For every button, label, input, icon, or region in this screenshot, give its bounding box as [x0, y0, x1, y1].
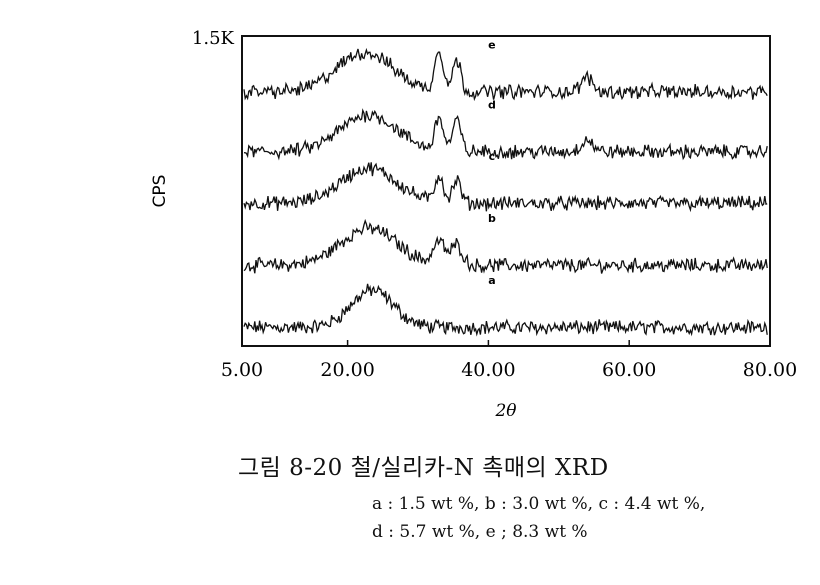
x-tick-label: 20.00 — [320, 359, 374, 381]
series-b-label: b — [488, 212, 496, 225]
x-axis-label: 2θ — [494, 401, 516, 421]
figure-caption-legend-line-1: a : 1.5 wt %, b : 3.0 wt %, c : 4.4 wt %… — [372, 494, 706, 514]
series-c-trace — [243, 162, 768, 213]
figure-caption-title: 그림 8-20 철/실리카-N 촉매의 XRD — [238, 455, 609, 481]
plot-frame — [241, 35, 771, 347]
series-d-trace — [243, 108, 768, 161]
series-c-label: c — [489, 150, 496, 163]
series-b-trace — [243, 218, 768, 274]
series-a-label: a — [488, 274, 495, 287]
series-e-trace — [243, 47, 768, 102]
series-a-trace — [243, 283, 768, 337]
series-d-label: d — [488, 98, 496, 111]
series-e-label: e — [488, 38, 495, 51]
y-axis-top-label: 1.5K — [192, 28, 235, 49]
x-tick-label: 60.00 — [602, 359, 656, 381]
x-tick-label: 80.00 — [743, 359, 797, 381]
figure-caption-legend-line-2: d : 5.7 wt %, e ; 8.3 wt % — [372, 522, 588, 542]
y-axis-label: CPS — [150, 175, 170, 208]
x-tick-label: 40.00 — [461, 359, 515, 381]
x-tick-label: 5.00 — [221, 359, 263, 381]
